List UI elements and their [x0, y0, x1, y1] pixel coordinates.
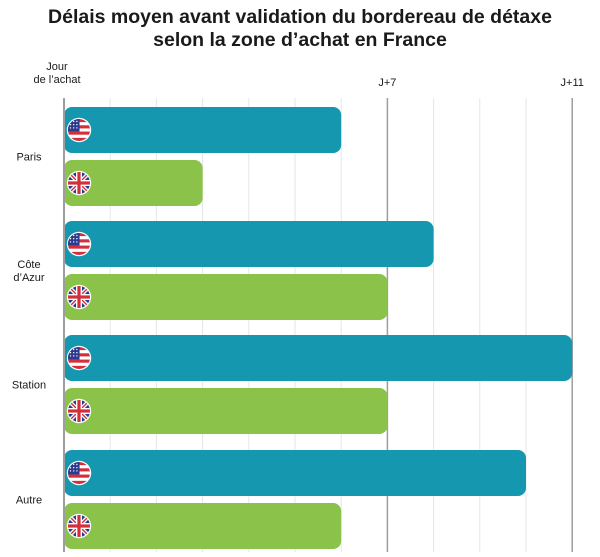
category-label-1-1: d’Azur — [13, 272, 45, 284]
usa-flag-icon — [68, 119, 90, 141]
usa-flag-icon — [68, 462, 90, 484]
x-tick-label-0-0: Jour — [46, 61, 68, 73]
usa-flag-icon — [68, 233, 90, 255]
category-label-1-0: Côte — [17, 259, 40, 271]
uk-flag-icon — [68, 172, 90, 194]
chart-title: Délais moyen avant validation du bordere… — [0, 6, 600, 52]
bar-usa-3 — [64, 450, 526, 496]
usa-flag-icon — [68, 347, 90, 369]
bar-usa-1 — [64, 221, 434, 267]
bar-uk-1 — [64, 274, 388, 320]
bar-uk-0 — [64, 160, 203, 206]
category-label-2: Station — [12, 380, 46, 392]
x-tick-label-1: J+7 — [378, 77, 396, 89]
category-label-0: Paris — [16, 152, 42, 164]
bar-uk-3 — [64, 503, 342, 549]
category-label-3: Autre — [16, 495, 42, 507]
x-tick-label-2: J+11 — [561, 77, 584, 89]
bar-usa-0 — [64, 107, 342, 153]
chart-title-line-2: selon la zone d’achat en France — [153, 29, 447, 51]
uk-flag-icon — [68, 400, 90, 422]
x-tick-label-0-1: de l’achat — [33, 74, 80, 86]
uk-flag-icon — [68, 515, 90, 537]
uk-flag-icon — [68, 286, 90, 308]
chart-title-line-1: Délais moyen avant validation du bordere… — [48, 6, 552, 28]
bar-uk-2 — [64, 388, 388, 434]
bar-usa-2 — [64, 335, 573, 381]
